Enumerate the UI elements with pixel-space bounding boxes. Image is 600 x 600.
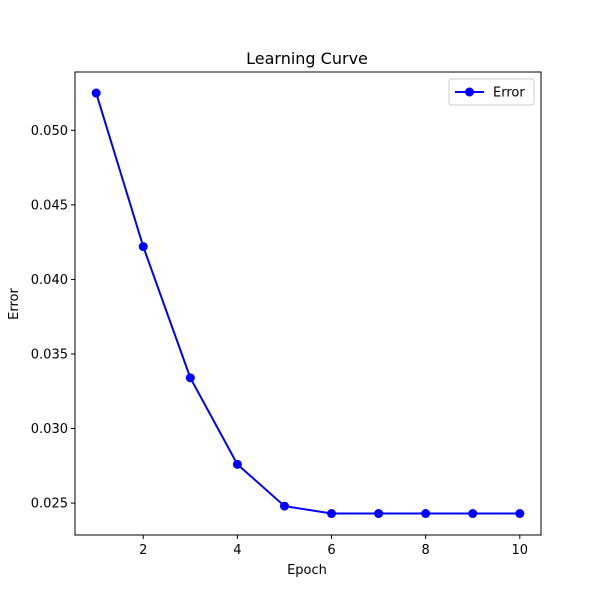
x-tick-label: 4 — [233, 543, 241, 558]
data-point — [515, 509, 525, 519]
x-tick-label: 6 — [327, 543, 335, 558]
plot-area — [74, 71, 542, 536]
y-tick-label: 0.050 — [31, 124, 68, 139]
legend-marker — [465, 87, 474, 97]
data-point — [374, 509, 384, 519]
y-axis-label: Error — [7, 288, 22, 320]
y-tick-label: 0.030 — [31, 422, 68, 437]
series-layer — [91, 88, 525, 519]
x-axis-label: Epoch — [287, 563, 327, 578]
series-line-error — [95, 92, 520, 515]
data-point — [185, 373, 195, 383]
x-axis: 2 4 6 8 10 — [139, 535, 528, 558]
x-tick-label: 10 — [512, 543, 529, 558]
data-point — [468, 509, 478, 519]
legend-box — [448, 78, 535, 106]
data-point — [232, 459, 242, 469]
data-point — [138, 242, 148, 252]
chart-title: Learning Curve — [246, 49, 368, 68]
y-axis: 0.025 0.030 0.035 0.040 0.045 0.050 — [31, 124, 75, 512]
x-tick-label: 2 — [139, 543, 147, 558]
y-tick-label: 0.035 — [31, 347, 68, 362]
x-tick-label: 8 — [422, 543, 430, 558]
legend-label: Error — [493, 86, 525, 101]
data-point — [327, 509, 337, 519]
y-tick-label: 0.045 — [31, 198, 68, 213]
legend: Error — [448, 78, 535, 106]
data-point — [421, 509, 431, 519]
y-tick-label: 0.025 — [31, 497, 68, 512]
y-tick-label: 0.040 — [31, 273, 68, 288]
data-point — [91, 88, 101, 98]
data-point — [279, 501, 289, 511]
plot-frame — [74, 71, 542, 536]
